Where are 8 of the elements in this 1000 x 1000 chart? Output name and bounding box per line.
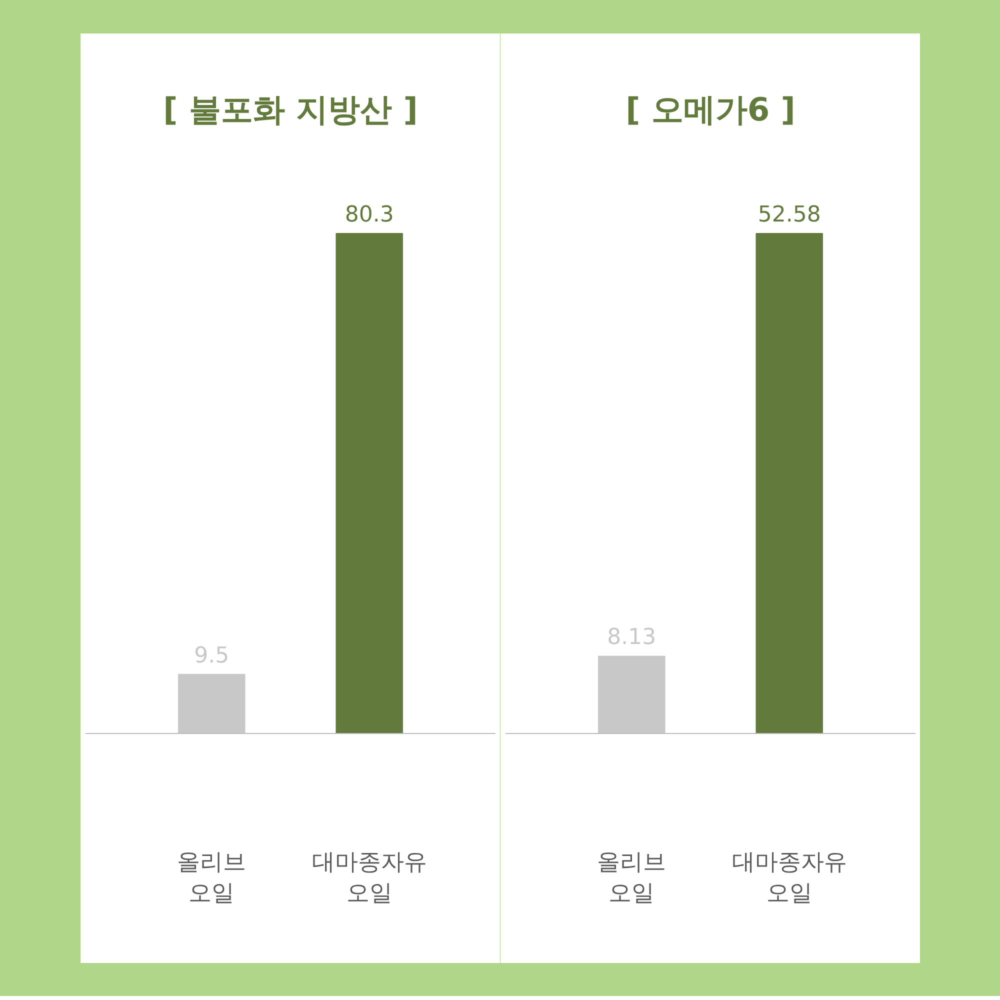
- data-label: 52.58: [758, 202, 821, 228]
- x-tick-label: 대마종자유 오일: [732, 850, 847, 907]
- x-tick-label: 대마종자유 오일: [312, 850, 427, 907]
- chart-title: [ 불포화 지방산 ]: [163, 90, 418, 128]
- x-tick-label: 올리브 오일: [597, 850, 666, 907]
- chart-title: [ 오메가6 ]: [626, 90, 796, 128]
- data-label: 80.3: [344, 202, 394, 228]
- x-tick-label: 올리브 오일: [177, 850, 246, 907]
